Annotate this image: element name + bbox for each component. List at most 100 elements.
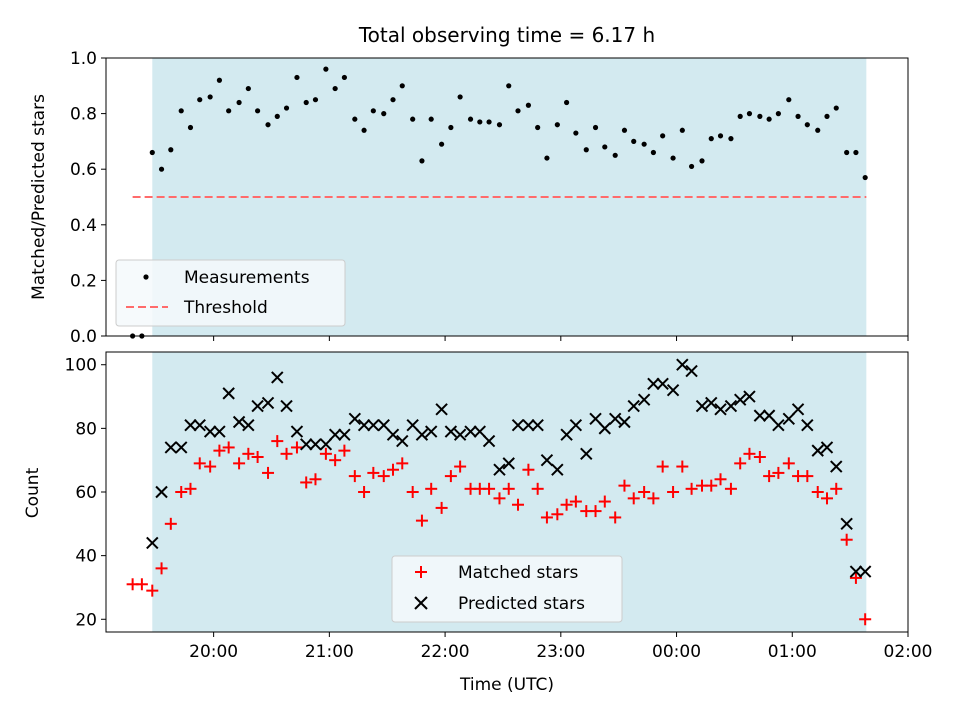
predicted-star-stroke	[146, 536, 159, 550]
matched-star-point	[348, 470, 361, 483]
predicted-star-point	[782, 412, 796, 426]
predicted-star-stroke	[676, 358, 689, 371]
predicted-star-stroke	[782, 412, 796, 426]
matched-star-point	[638, 486, 651, 498]
predicted-star-point	[164, 441, 178, 454]
predicted-star-stroke	[464, 425, 477, 438]
matched-star-point	[540, 511, 553, 524]
predicted-star-stroke	[251, 399, 264, 413]
predicted-star-point	[627, 399, 640, 413]
x-tick-label: 22:00	[421, 642, 470, 662]
measurement-point	[303, 99, 309, 106]
measurement-point	[370, 108, 376, 114]
predicted-star-point	[598, 422, 611, 435]
predicted-star-point	[213, 425, 226, 438]
matched-star-point	[184, 482, 197, 495]
matched-star-point	[242, 447, 255, 460]
predicted-star-stroke	[261, 396, 275, 410]
x-tick-label: 21:00	[305, 642, 354, 662]
predicted-star-stroke	[213, 425, 226, 438]
predicted-star-point	[840, 517, 853, 531]
measurement-point	[496, 122, 503, 128]
matched-star-point	[444, 470, 457, 483]
matched-star-point	[164, 517, 177, 530]
predicted-star-point	[811, 444, 824, 457]
matched-star-point	[801, 470, 814, 483]
predicted-star-stroke	[580, 447, 593, 461]
predicted-star-stroke	[849, 565, 863, 578]
measurement-point	[670, 155, 676, 161]
measurement-point	[862, 174, 868, 181]
top-y-tick-label: 1.0	[70, 49, 97, 69]
predicted-star-stroke	[319, 438, 333, 451]
matched-star-point	[454, 460, 467, 473]
matched-star-point	[589, 505, 602, 518]
predicted-star-point	[502, 457, 515, 470]
predicted-star-stroke	[300, 438, 313, 451]
matched-star-point	[319, 447, 332, 460]
predicted-star-point	[367, 418, 380, 432]
top-y-tick-label: 0.6	[70, 160, 97, 180]
matched-star-point	[772, 466, 785, 479]
predicted-star-point	[261, 396, 275, 410]
measurement-point	[265, 122, 271, 128]
measurement-point	[486, 119, 492, 125]
predicted-star-stroke	[695, 399, 709, 413]
matched-star-point	[251, 451, 264, 463]
predicted-star-point	[146, 536, 159, 550]
predicted-star-point	[280, 399, 293, 413]
predicted-star-point	[656, 377, 669, 391]
top-y-tick-label: 0.0	[70, 327, 97, 347]
measurement-point	[621, 127, 628, 133]
measurement-point	[158, 166, 165, 172]
predicted-star-stroke	[714, 403, 727, 416]
predicted-star-point	[155, 485, 168, 499]
matched-star-point	[493, 492, 506, 505]
matched-star-point	[367, 466, 380, 479]
predicted-star-stroke	[415, 428, 429, 441]
x-tick-label: 01:00	[768, 642, 817, 662]
predicted-star-point	[724, 399, 738, 413]
measurement-point	[216, 77, 223, 83]
matched-star-point	[338, 444, 351, 457]
measurement-point	[699, 158, 705, 164]
predicted-star-stroke	[569, 418, 583, 432]
predicted-star-point	[377, 418, 390, 432]
predicted-star-point	[560, 428, 573, 441]
top-legend: Measurements Threshold	[115, 259, 346, 327]
measurement-point	[236, 99, 242, 106]
matched-star-point	[262, 466, 275, 479]
predicted-star-point	[637, 393, 651, 406]
x-tick-label: 23:00	[536, 642, 585, 662]
measurement-point	[804, 122, 810, 128]
measurement-point	[688, 163, 695, 170]
predicted-star-point	[666, 383, 680, 397]
matched-star-point	[763, 470, 776, 483]
predicted-star-point	[453, 428, 467, 441]
predicted-star-stroke	[377, 418, 390, 432]
predicted-star-point	[791, 403, 805, 416]
predicted-star-stroke	[396, 434, 409, 448]
measurement-point	[631, 138, 637, 144]
measurement-point	[467, 116, 474, 122]
matched-star-point	[387, 463, 400, 476]
predicted-star-point	[858, 565, 872, 578]
predicted-star-point	[435, 403, 448, 416]
legend-measurements-marker	[143, 274, 149, 280]
matched-star-point	[627, 492, 640, 505]
measurement-point	[255, 108, 261, 114]
measurement-point	[844, 149, 850, 156]
predicted-star-stroke	[309, 438, 322, 451]
predicted-star-stroke	[328, 428, 342, 441]
chart-title: Total observing time = 6.17 h	[358, 23, 655, 47]
predicted-star-stroke	[627, 399, 640, 413]
predicted-star-stroke	[232, 415, 246, 429]
measurement-point	[583, 147, 589, 153]
matched-star-point	[271, 435, 284, 448]
measurement-point	[717, 133, 724, 139]
measurement-point	[390, 97, 396, 103]
predicted-star-point	[733, 393, 747, 406]
predicted-star-stroke	[357, 418, 371, 432]
matched-star-point	[859, 613, 872, 626]
predicted-star-point	[386, 428, 400, 441]
